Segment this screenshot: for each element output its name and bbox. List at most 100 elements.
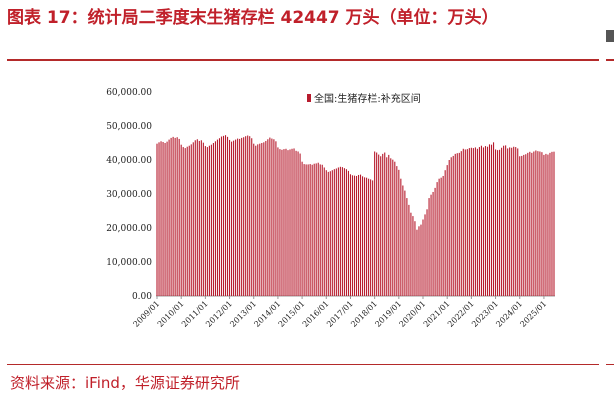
bar (402, 185, 404, 296)
bar (539, 151, 541, 296)
bar (323, 167, 325, 296)
bar (486, 146, 489, 296)
bar (297, 151, 299, 296)
bar (349, 174, 352, 296)
x-tick-label: 2025/01 (518, 299, 548, 329)
bar (362, 176, 364, 296)
bar (295, 150, 297, 296)
bar (226, 136, 229, 296)
y-tick-label: 20,000.00 (106, 224, 152, 234)
bar (287, 150, 289, 296)
bar (462, 148, 464, 296)
bar (333, 169, 335, 296)
bar (335, 168, 337, 296)
bar (418, 226, 420, 296)
bar (456, 153, 458, 296)
bar (253, 143, 255, 296)
bar (247, 135, 249, 296)
bar (470, 147, 472, 296)
bar (359, 174, 362, 296)
bar (480, 145, 482, 296)
bar (436, 182, 438, 296)
y-axis-ticks: 0.00 10,000.00 20,000.00 30,000.00 40,000.00… (106, 88, 152, 302)
x-axis-ticks: 2009/012010/012011/012012/012013/012014/… (132, 296, 548, 329)
bar (430, 194, 432, 296)
bar (265, 140, 267, 296)
bar (551, 151, 553, 296)
bar (186, 146, 188, 296)
bar (229, 139, 231, 296)
bar (446, 165, 448, 296)
bar (321, 164, 323, 296)
bar (386, 157, 388, 296)
bar (454, 153, 456, 296)
bar (331, 170, 333, 296)
bar (398, 169, 400, 296)
bar (311, 164, 313, 296)
bar (255, 145, 257, 296)
bar (490, 144, 493, 296)
bar (396, 166, 398, 296)
bar (370, 179, 372, 296)
bar (422, 219, 424, 296)
bar (198, 140, 200, 296)
bar (251, 138, 253, 296)
bar (158, 142, 160, 296)
bar (392, 159, 394, 296)
bar (351, 175, 354, 296)
bar (404, 190, 406, 296)
bar (192, 142, 194, 296)
bar (466, 149, 468, 296)
bar (357, 174, 360, 296)
bar (235, 139, 237, 296)
legend-swatch (307, 94, 311, 102)
bar (303, 164, 305, 296)
bar (291, 148, 293, 296)
bar (372, 180, 374, 296)
bar (184, 148, 186, 296)
bar (178, 138, 180, 296)
bar (172, 136, 174, 296)
bar (450, 157, 452, 296)
bar (492, 142, 495, 296)
bar (488, 144, 491, 296)
bar (202, 142, 204, 296)
bar (444, 170, 446, 296)
bar (478, 147, 480, 296)
bar (416, 229, 418, 296)
bar (553, 151, 555, 296)
bar (317, 162, 319, 296)
bar (188, 145, 190, 296)
bar (305, 164, 307, 296)
bar (549, 152, 551, 296)
bar (261, 143, 263, 296)
bar (329, 171, 331, 296)
bar (271, 138, 273, 296)
bar (511, 147, 513, 296)
legend: 全国:生猪存栏:补充区间 (307, 92, 421, 105)
bar (366, 177, 368, 296)
bar (374, 151, 376, 296)
y-tick-label: 40,000.00 (106, 156, 152, 166)
bar (257, 144, 259, 296)
bar (440, 177, 442, 296)
y-tick-label: 10,000.00 (106, 258, 152, 268)
bar (501, 147, 503, 296)
bar (434, 187, 436, 296)
bar (380, 156, 382, 296)
bar (343, 168, 345, 296)
bar (180, 144, 182, 296)
bar (406, 198, 408, 296)
bar (472, 148, 474, 296)
bar (299, 153, 301, 296)
bar (353, 175, 356, 296)
bar (347, 170, 349, 296)
bar (531, 152, 533, 296)
bar (279, 149, 281, 296)
adjacent-panel-footer-divider (606, 364, 614, 365)
bar (156, 143, 158, 296)
bar (325, 170, 327, 296)
bar (523, 154, 525, 296)
bar (210, 144, 212, 296)
bar (218, 138, 221, 296)
